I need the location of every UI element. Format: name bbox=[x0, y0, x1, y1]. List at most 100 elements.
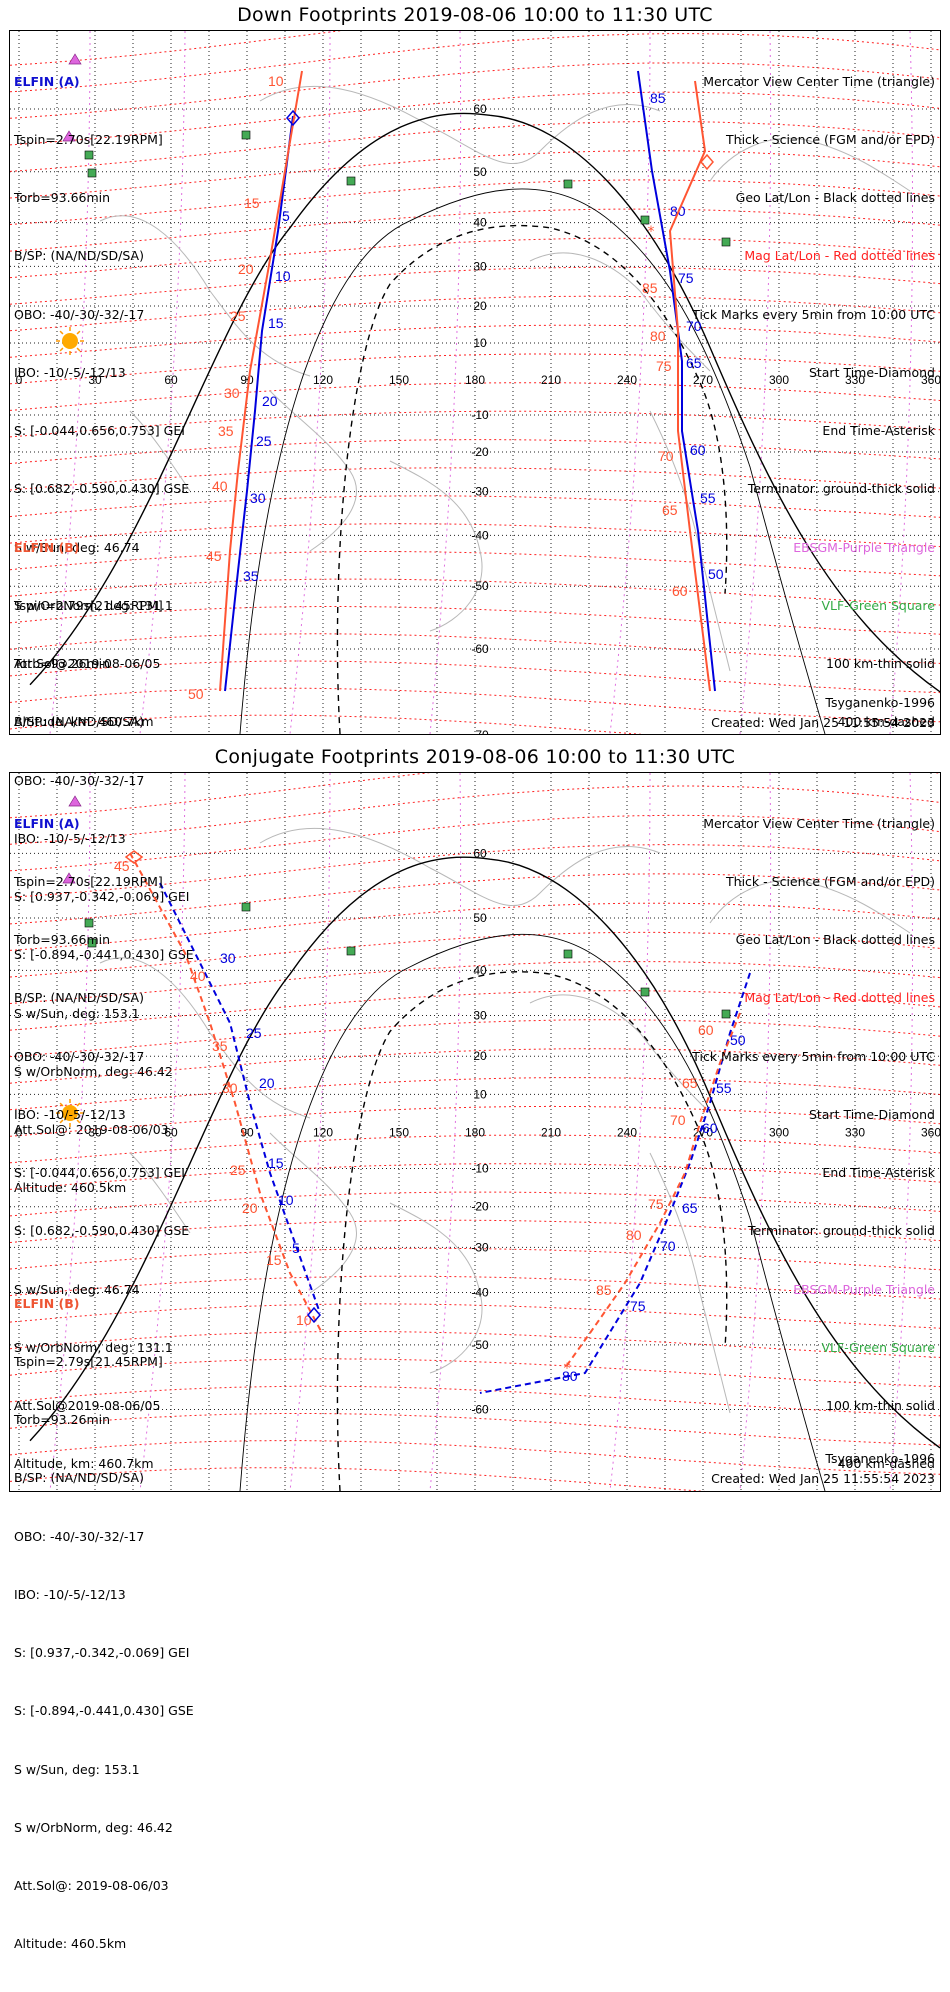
mag-lon-line bbox=[430, 31, 461, 734]
track-tick-label: 70 bbox=[670, 1112, 686, 1128]
terminator-400km bbox=[337, 972, 726, 1491]
elfin-b-line: Torb=93.26min bbox=[14, 654, 194, 673]
legend-100km: 100 km-thin solid bbox=[692, 1396, 935, 1415]
legend-geo: Geo Lat/Lon - Black dotted lines bbox=[692, 930, 935, 949]
elfin-b-line: Tspin=2.79s[21.45RPM] bbox=[14, 1352, 194, 1371]
lat-tick-label: 10 bbox=[473, 336, 487, 350]
elfin-b-title: ELFIN (B) bbox=[14, 1294, 194, 1313]
legend-100km: 100 km-thin solid bbox=[692, 654, 935, 673]
track-tick-label: 20 bbox=[238, 261, 254, 277]
lat-tick-label: 20 bbox=[473, 299, 487, 313]
lon-tick-label: 150 bbox=[389, 1125, 409, 1139]
lat-tick-label: -60 bbox=[471, 642, 489, 656]
lat-tick-label: -40 bbox=[471, 528, 489, 542]
track-tick-label: 70 bbox=[658, 448, 674, 464]
track-tick-label: 85 bbox=[642, 280, 658, 296]
legend-thick: Thick - Science (FGM and/or EPD) bbox=[692, 130, 935, 149]
legend: Mercator View Center Time (triangle) Thi… bbox=[692, 775, 935, 1512]
elfin-b-line: B/SP: (NA/ND/SD/SA) bbox=[14, 1468, 194, 1487]
track-tick-label: 5 bbox=[292, 1240, 300, 1256]
lat-tick-label: 40 bbox=[473, 963, 487, 977]
track-tick-label: 20 bbox=[262, 393, 278, 409]
legend-mercator: Mercator View Center Time (triangle) bbox=[692, 814, 935, 833]
track-tick-label: 25 bbox=[246, 1025, 262, 1041]
vlf-square bbox=[564, 950, 572, 958]
legend-mercator: Mercator View Center Time (triangle) bbox=[692, 72, 935, 91]
lat-tick-label: 50 bbox=[473, 165, 487, 179]
legend-mag: Mag Lat/Lon - Red dotted lines bbox=[692, 246, 935, 265]
elfin-a-line: IBO: -10/-5/-12/13 bbox=[14, 363, 189, 382]
elfin-b-line: Att.Sol@: 2019-08-06/03 bbox=[14, 1876, 194, 1895]
elfin-b-line: S w/OrbNorm, deg: 46.42 bbox=[14, 1818, 194, 1837]
lon-tick-label: 210 bbox=[541, 1125, 561, 1139]
legend: Mercator View Center Time (triangle) Thi… bbox=[692, 33, 935, 770]
track-tick-label: 70 bbox=[660, 1238, 676, 1254]
end-asterisk: * bbox=[648, 224, 655, 240]
end-asterisk: * bbox=[564, 1361, 571, 1377]
elfin-a-line: OBO: -40/-30/-32/-17 bbox=[14, 1047, 189, 1066]
lat-tick-label: -10 bbox=[471, 408, 489, 422]
track-tick-label: 45 bbox=[206, 548, 222, 564]
track-tick-label: 35 bbox=[218, 423, 234, 439]
legend-geo: Geo Lat/Lon - Black dotted lines bbox=[692, 188, 935, 207]
elfin-a-line: Torb=93.66min bbox=[14, 930, 189, 949]
mag-lon-line bbox=[430, 773, 461, 1491]
track-tick-label: 15 bbox=[268, 1155, 284, 1171]
lat-tick-label: 30 bbox=[473, 1008, 487, 1022]
conjugate-footprints-panel: Conjugate Footprints 2019-08-06 10:00 to… bbox=[0, 742, 950, 1500]
track-tick-label: 20 bbox=[259, 1075, 275, 1091]
lon-tick-label: 240 bbox=[617, 1125, 637, 1139]
lat-tick-label: -50 bbox=[471, 579, 489, 593]
vlf-square bbox=[347, 177, 355, 185]
legend-ebsgm: EBSGM-Purple Triangle bbox=[692, 1280, 935, 1299]
lat-tick-label: 50 bbox=[473, 911, 487, 925]
track-tick-label: 5 bbox=[282, 208, 290, 224]
elfin-b-info: ELFIN (B) Tspin=2.79s[21.45RPM] Torb=93.… bbox=[14, 1255, 194, 1992]
lon-tick-label: 180 bbox=[465, 1125, 485, 1139]
lat-tick-label: -70 bbox=[471, 728, 489, 734]
track-tick-label: 80 bbox=[626, 1227, 642, 1243]
down-footprints-panel: Down Footprints 2019-08-06 10:00 to 11:3… bbox=[0, 0, 950, 742]
lat-tick-label: -10 bbox=[471, 1161, 489, 1175]
track-tick-label: 25 bbox=[230, 308, 246, 324]
track-tick-label: 30 bbox=[250, 490, 266, 506]
legend-terminator: Terminator: ground-thick solid bbox=[692, 1221, 935, 1240]
lat-tick-label: -20 bbox=[471, 445, 489, 459]
lon-tick-label: 120 bbox=[313, 373, 333, 387]
elfin-a-line: Tspin=2.70s[22.19RPM] bbox=[14, 872, 189, 891]
vlf-square bbox=[641, 988, 649, 996]
track-tick-label: 75 bbox=[630, 1298, 646, 1314]
vlf-square bbox=[242, 131, 250, 139]
lat-tick-label: -50 bbox=[471, 1338, 489, 1352]
elfin-a-line: S: [0.682,-0.590,0.430] GSE bbox=[14, 479, 189, 498]
legend-mag: Mag Lat/Lon - Red dotted lines bbox=[692, 988, 935, 1007]
track-tick-label: 35 bbox=[212, 1038, 228, 1054]
elfin-a-title: ELFIN (A) bbox=[14, 72, 189, 91]
track-tick-label: 60 bbox=[672, 583, 688, 599]
track-tick-label: 15 bbox=[244, 195, 260, 211]
track-tick-label: 80 bbox=[650, 328, 666, 344]
track-tick-label: 75 bbox=[656, 358, 672, 374]
elfin-a-line: Tspin=2.70s[22.19RPM] bbox=[14, 130, 189, 149]
elfin-a-line: Torb=93.66min bbox=[14, 188, 189, 207]
vlf-square bbox=[564, 180, 572, 188]
track-tick-label: 15 bbox=[268, 315, 284, 331]
legend-ebsgm: EBSGM-Purple Triangle bbox=[692, 538, 935, 557]
map-frame: 0306090120150180210240270300330360706050… bbox=[9, 30, 941, 735]
legend-end: End Time-Asterisk bbox=[692, 1163, 935, 1182]
vlf-square bbox=[641, 216, 649, 224]
model-label: Tsyganenko-1996 bbox=[825, 695, 935, 710]
lat-tick-label: -60 bbox=[471, 1403, 489, 1417]
coastline bbox=[260, 86, 660, 163]
legend-vlf: VLF-Green Square bbox=[692, 1338, 935, 1357]
lat-tick-label: -20 bbox=[471, 1200, 489, 1214]
elfin-b-line: S: [-0.894,-0.441,0.430] GSE bbox=[14, 1701, 194, 1720]
elfin-b-line: IBO: -10/-5/-12/13 bbox=[14, 1585, 194, 1604]
elfin-a-title: ELFIN (A) bbox=[14, 814, 189, 833]
created-label: Created: Wed Jan 25 11:55:54 2023 bbox=[711, 715, 935, 730]
track-tick-label: 30 bbox=[222, 1080, 238, 1096]
created-label: Created: Wed Jan 25 11:55:54 2023 bbox=[711, 1471, 935, 1486]
lon-tick-label: 240 bbox=[617, 373, 637, 387]
track-tick-label: 40 bbox=[190, 968, 206, 984]
elfin-b-line: OBO: -40/-30/-32/-17 bbox=[14, 1527, 194, 1546]
